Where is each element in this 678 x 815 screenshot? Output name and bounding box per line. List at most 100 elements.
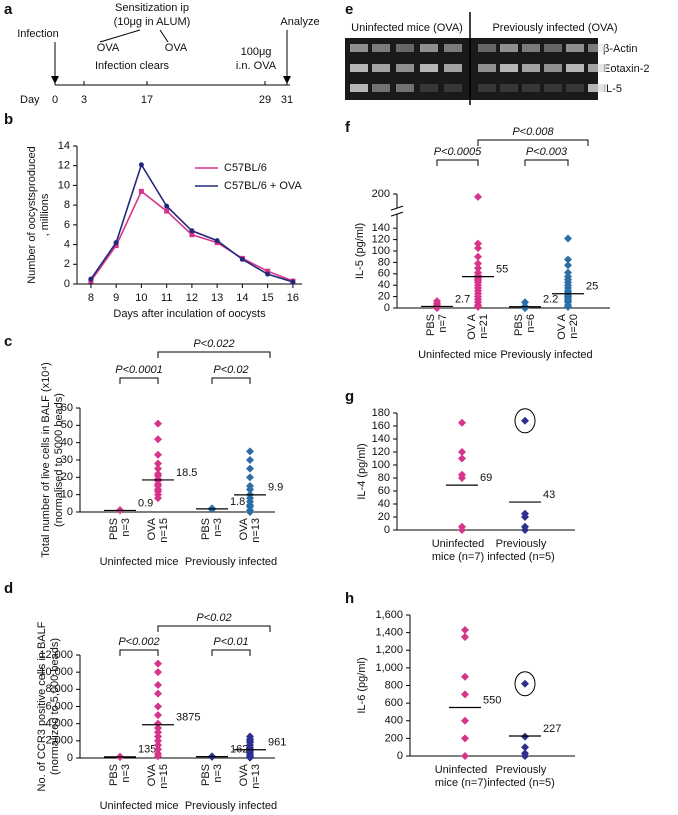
y-tick-label: 80 xyxy=(378,256,390,268)
gel-band xyxy=(478,44,496,52)
y-tick-label: 1,200 xyxy=(375,644,403,656)
y-tick-label: 20 xyxy=(378,511,390,523)
x-tick-label: mice (n=7) xyxy=(435,777,487,789)
x-tick-label: OVA xyxy=(146,517,158,540)
x-tick-label: n=3 xyxy=(212,764,224,783)
p-value: P<0.02 xyxy=(196,612,231,624)
day-number: 31 xyxy=(281,94,293,106)
point xyxy=(458,526,466,534)
x-tick-label: PBS xyxy=(108,518,120,540)
point xyxy=(154,459,162,468)
point xyxy=(521,304,529,312)
group-label: Previously infected xyxy=(185,556,277,568)
mean-label: 2.2 xyxy=(543,294,558,306)
y-tick-label: 140 xyxy=(372,222,390,234)
gel-band xyxy=(396,44,414,52)
point xyxy=(265,271,271,277)
gel-band xyxy=(420,44,438,52)
point xyxy=(461,633,469,642)
mean-label: 55 xyxy=(496,264,508,276)
mean-label: 135 xyxy=(138,744,156,756)
event: OVA xyxy=(165,42,188,54)
point xyxy=(458,474,466,482)
y-tick-label: 800 xyxy=(385,679,403,691)
x-tick-label: 16 xyxy=(287,292,299,304)
y-axis-label: IL-4 (pg/ml) xyxy=(356,443,368,499)
y-tick-label: 40 xyxy=(61,437,73,449)
x-tick-label: 13 xyxy=(211,292,223,304)
mean-label: 69 xyxy=(480,472,492,484)
y-axis-label: Number of oocystsproduced xyxy=(26,146,38,284)
y-tick-label: 6,000 xyxy=(45,700,73,712)
x-tick-label: PBS xyxy=(200,518,212,540)
p-value: P<0.003 xyxy=(526,146,568,158)
point xyxy=(246,508,254,516)
point xyxy=(564,255,572,264)
axis xyxy=(76,146,302,285)
bracket xyxy=(157,351,271,358)
axis-break xyxy=(390,211,404,217)
x-tick-label: OV A xyxy=(556,313,568,339)
y-tick-label: 600 xyxy=(385,697,403,709)
mean-label: 3875 xyxy=(176,712,200,724)
point xyxy=(88,276,94,282)
point xyxy=(246,447,254,456)
x-tick-label: PBS xyxy=(425,314,437,336)
y-axis-label: (normalised to 5000 beads) xyxy=(53,393,65,527)
y-tick-label: 1,000 xyxy=(375,662,403,674)
y-tick-label: 6 xyxy=(64,219,70,231)
gel-band xyxy=(350,64,368,72)
gel-band xyxy=(478,84,496,92)
gel-band xyxy=(588,64,606,72)
event: Sensitization ip xyxy=(115,2,189,14)
point xyxy=(265,268,271,274)
point xyxy=(564,302,572,311)
point xyxy=(246,753,254,762)
day-number: 29 xyxy=(259,94,271,106)
y-tick-label: 60 xyxy=(61,402,73,414)
y-tick-label: 4,000 xyxy=(45,718,73,730)
gel-row: β-Actin xyxy=(603,43,637,55)
group-label: Uninfected mice xyxy=(100,800,179,812)
point xyxy=(521,732,529,741)
y-tick-label: 40 xyxy=(378,498,390,510)
gel-band xyxy=(444,84,462,92)
point xyxy=(461,690,469,699)
x-tick-label: n=3 xyxy=(212,518,224,537)
gel-band xyxy=(544,44,562,52)
gel-band xyxy=(500,84,518,92)
x-tick-label: Previously xyxy=(496,538,547,550)
y-tick-label: 0 xyxy=(67,506,73,518)
y-tick-label: 80 xyxy=(378,472,390,484)
point xyxy=(154,435,162,444)
point xyxy=(290,279,296,285)
x-tick-label: OVA xyxy=(238,517,250,540)
x-tick-label: 10 xyxy=(135,292,147,304)
mean-label: 25 xyxy=(586,281,598,293)
panel-label: g xyxy=(345,388,354,405)
gel-band xyxy=(350,84,368,92)
point xyxy=(138,188,144,194)
point xyxy=(113,243,119,249)
bracket xyxy=(157,625,271,632)
bracket xyxy=(524,159,569,166)
point xyxy=(239,256,245,262)
day-number: 0 xyxy=(52,94,58,106)
day-number: 17 xyxy=(141,94,153,106)
gel-group: Uninfected mice (OVA) xyxy=(351,22,463,34)
y-tick-label: 400 xyxy=(385,715,403,727)
x-tick-label: PBS xyxy=(200,764,212,786)
y-tick-label: 0 xyxy=(384,524,390,536)
x-tick-label: n=20 xyxy=(568,314,580,339)
x-tick-label: Uninfected xyxy=(435,764,488,776)
gel-band xyxy=(396,84,414,92)
x-tick-label: 14 xyxy=(236,292,248,304)
legend-label: C57BL/6 + OVA xyxy=(224,180,302,192)
y-tick-label: 10 xyxy=(61,489,73,501)
y-tick-label: 200 xyxy=(372,188,390,200)
point xyxy=(214,238,220,244)
legend-label: C57BL/6 xyxy=(224,162,267,174)
y-tick-label: 120 xyxy=(372,234,390,246)
x-tick-label: 15 xyxy=(262,292,274,304)
point xyxy=(154,732,162,741)
